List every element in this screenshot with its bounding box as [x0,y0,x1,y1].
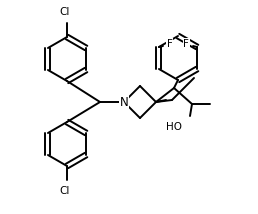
Text: N: N [120,95,128,108]
Text: Cl: Cl [60,7,70,17]
Text: F: F [167,39,173,49]
Text: HO: HO [166,122,182,132]
Text: F: F [183,39,189,49]
Text: Cl: Cl [60,186,70,196]
